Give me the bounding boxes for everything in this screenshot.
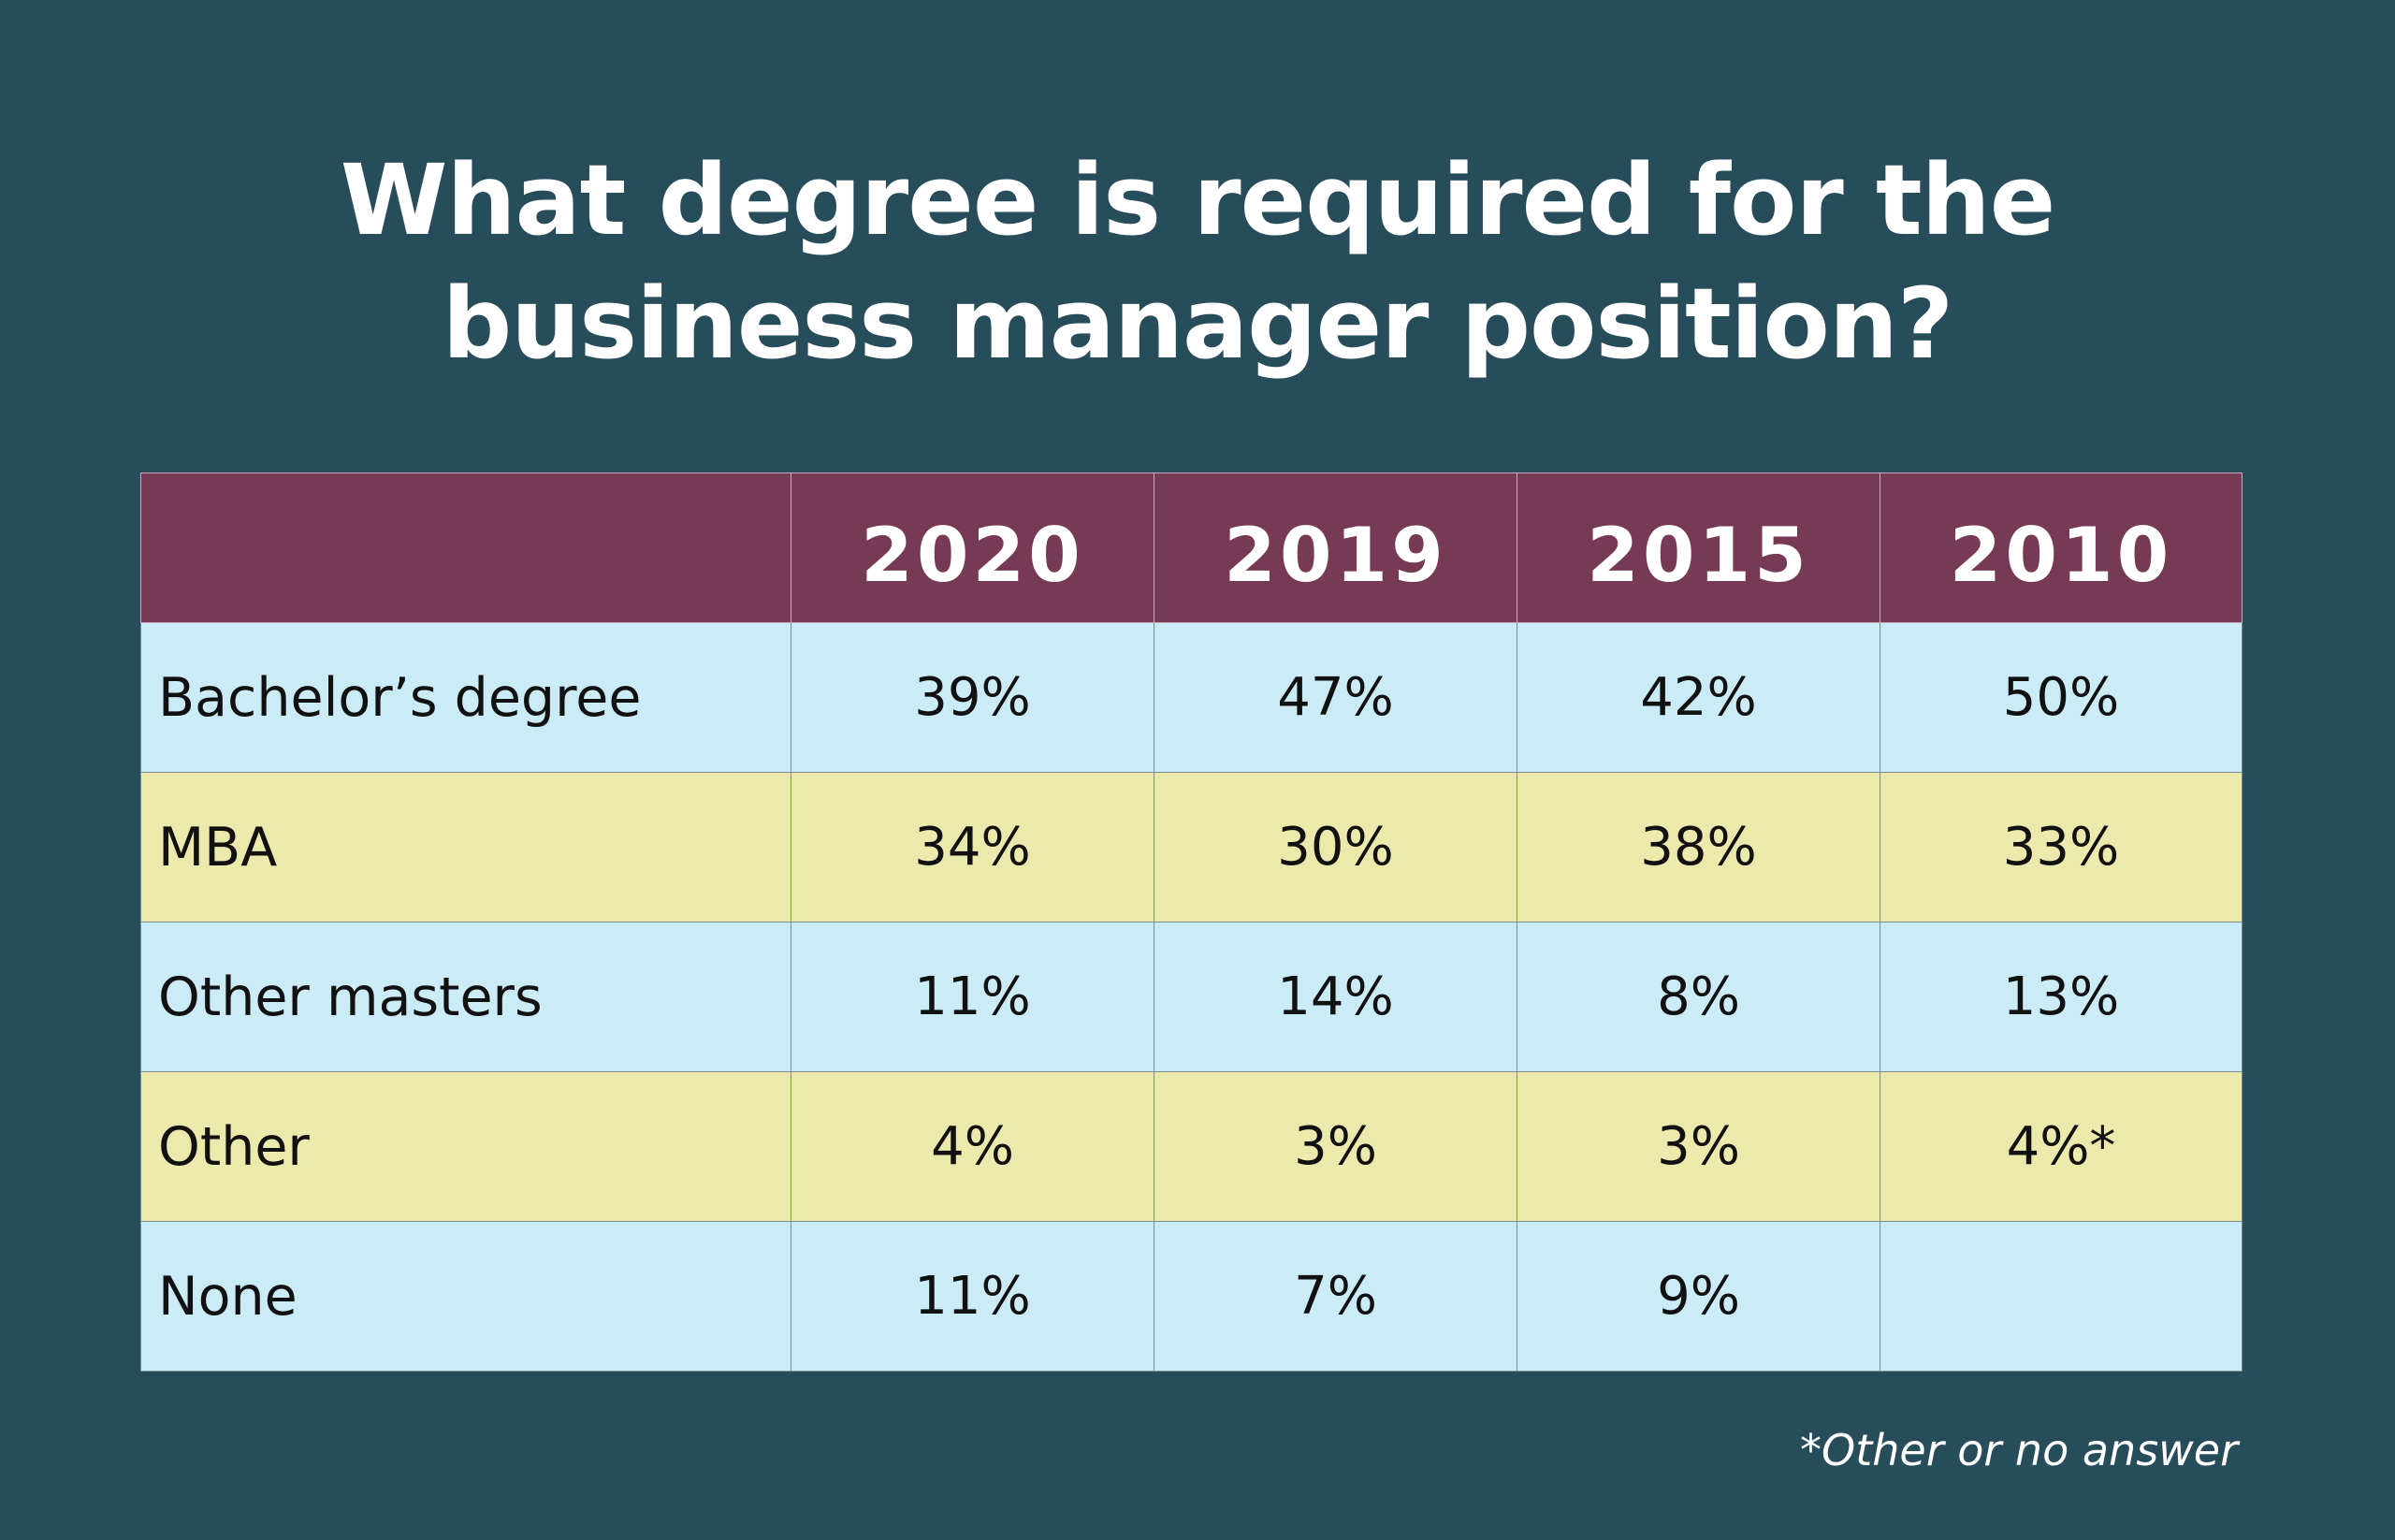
column-header-2015: 2015 (1517, 472, 1880, 623)
header-corner-cell (140, 472, 791, 623)
table-cell: 39% (791, 622, 1154, 773)
table-cell: 9% (1517, 1221, 1880, 1372)
table-cell: 11% (791, 922, 1154, 1072)
column-header-2020: 2020 (791, 472, 1154, 623)
chart-title-line-2: business manager position? (442, 267, 1954, 381)
table-cell: 50% (1880, 622, 2243, 773)
table-cell: 42% (1517, 622, 1880, 773)
table-cell: 38% (1517, 772, 1880, 923)
table-cell: 3% (1517, 1071, 1880, 1222)
table-cell: 47% (1154, 622, 1517, 773)
column-header-2010: 2010 (1880, 472, 2243, 623)
table-cell: 34% (791, 772, 1154, 923)
degree-table: 2020 2019 2015 2010 Bachelor’s degree 39… (140, 472, 2243, 1372)
table-row-mba: MBA 34% 30% 38% 33% (140, 772, 2243, 923)
table-row-none: None 11% 7% 9% (140, 1221, 2243, 1372)
row-label: None (140, 1221, 791, 1372)
chart-title-line-1: What degree is required for the (340, 143, 2056, 257)
table-cell: 4% (791, 1071, 1154, 1222)
row-label: Other masters (140, 922, 791, 1072)
row-label: MBA (140, 772, 791, 923)
table-cell: 30% (1154, 772, 1517, 923)
column-header-2019: 2019 (1154, 472, 1517, 623)
table-cell: 14% (1154, 922, 1517, 1072)
table-cell: 4%* (1880, 1071, 2243, 1222)
table-cell: 11% (791, 1221, 1154, 1372)
chart-title: What degree is required for the business… (0, 138, 2395, 385)
table-cell: 8% (1517, 922, 1880, 1072)
table-row-bachelors: Bachelor’s degree 39% 47% 42% 50% (140, 622, 2243, 773)
table-cell: 3% (1154, 1071, 1517, 1222)
table-row-other-masters: Other masters 11% 14% 8% 13% (140, 922, 2243, 1072)
table-cell (1880, 1221, 2243, 1372)
footnote: *Other or no answer (1800, 1425, 2238, 1475)
row-label: Other (140, 1071, 791, 1222)
row-label: Bachelor’s degree (140, 622, 791, 773)
table-cell: 13% (1880, 922, 2243, 1072)
table-row-other: Other 4% 3% 3% 4%* (140, 1071, 2243, 1222)
table-cell: 33% (1880, 772, 2243, 923)
table-cell: 7% (1154, 1221, 1517, 1372)
table-header-row: 2020 2019 2015 2010 (140, 472, 2243, 623)
